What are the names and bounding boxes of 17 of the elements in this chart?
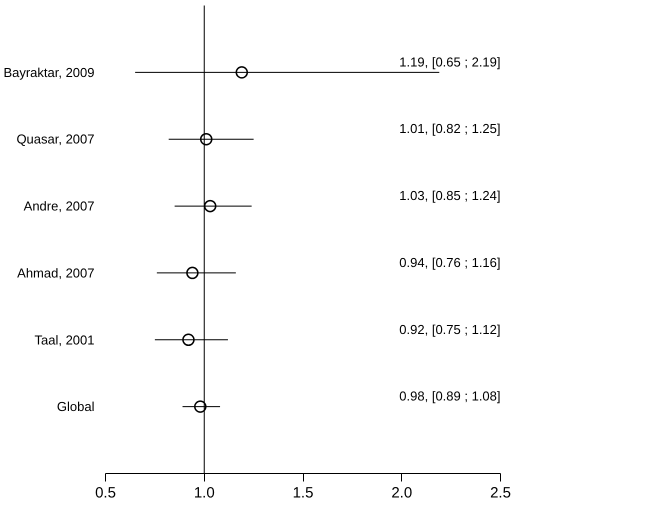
annotation: 1.01, [0.82 ; 1.25]	[399, 121, 501, 136]
y-tick-label: Quasar, 2007	[16, 132, 95, 147]
annotation: 0.98, [0.89 ; 1.08]	[399, 388, 501, 404]
y-tick-label: Global	[56, 399, 95, 414]
annotation: 0.94, [0.76 ; 1.16]	[399, 254, 501, 270]
annotation: 1.03, [0.85 ; 1.24]	[399, 188, 501, 204]
x-tick-label: 1.5	[292, 484, 314, 502]
x-tick-label: 1.0	[194, 484, 215, 502]
annotation: 0.92, [0.75 ; 1.12]	[399, 322, 501, 337]
annotation: 1.19, [0.65 ; 2.19]	[399, 54, 501, 70]
y-tick-label: Ahmad, 2007	[17, 265, 95, 280]
x-tick-label: 0.5	[95, 484, 116, 502]
y-tick-label: Taal, 2001	[34, 332, 95, 348]
y-tick-label: Bayraktar, 2009	[3, 64, 95, 80]
y-tick-label: Andre, 2007	[24, 198, 95, 214]
x-tick-label: 2.0	[391, 484, 412, 502]
x-tick-label: 2.5	[490, 484, 511, 502]
